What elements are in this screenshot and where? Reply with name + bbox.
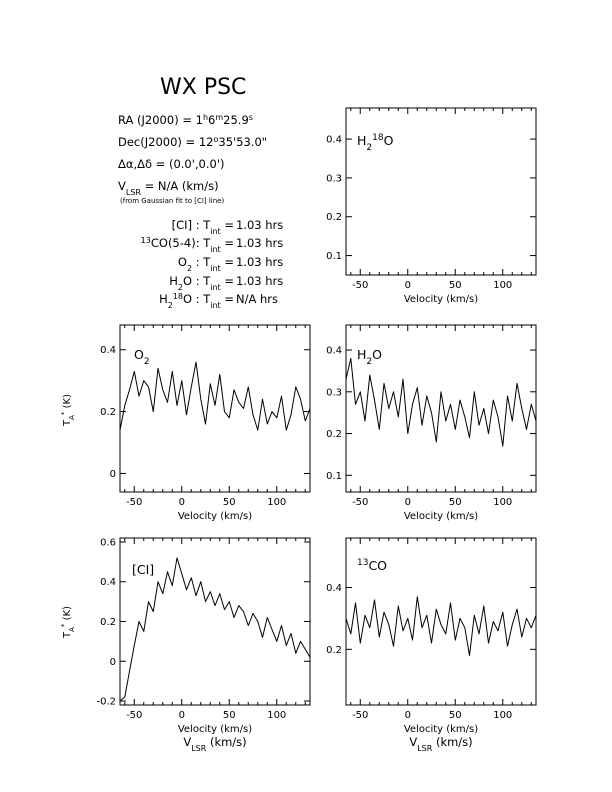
ra-line: RA (J2000) = 1h6m25.9s (118, 113, 253, 128)
x-tick-label: -50 (352, 280, 368, 291)
x-tick-label: 50 (223, 710, 236, 721)
x-tick-label: 100 (267, 497, 286, 508)
spectrum-trace-ci (119, 557, 311, 702)
y-tick-label: 0.2 (100, 407, 116, 418)
x-tick-label: 0 (179, 710, 185, 721)
int-o2-value: 1.03 hrs (236, 255, 283, 269)
x-tick-label: 0 (405, 280, 411, 291)
ylabel-bottom: TA* (K) (60, 606, 76, 639)
int-h2o-value: 1.03 hrs (236, 274, 283, 288)
y-tick-label: 0.3 (326, 387, 342, 398)
panel-h218o: H218O -50 0 50 100 0.1 0.2 0.3 0.4 (326, 107, 537, 291)
int-ci-label: [CI] : Tint = (172, 218, 234, 236)
int-h218o-label: H218O : Tint = (159, 292, 234, 310)
source-title: WX PSC (160, 75, 246, 100)
y-tick-label: 0.4 (326, 346, 342, 357)
y-tick-label: 0 (110, 469, 116, 480)
x-tick-label: 50 (449, 497, 462, 508)
int-13co-value: 1.03 hrs (236, 236, 283, 250)
panel-h218o-label: H218O (357, 133, 394, 153)
y-tick-label: 0.4 (326, 135, 342, 146)
y-tick-label: 0.4 (326, 583, 342, 594)
y-tick-label: 0.1 (326, 471, 342, 482)
y-tick-label: 0.4 (100, 345, 116, 356)
panel-13co: 13CO -50 0 50 100 0.2 0.4 (326, 537, 537, 721)
x-tick-label: 100 (493, 497, 512, 508)
y-tick-label: 0.2 (326, 212, 342, 223)
x-tick-label: -50 (126, 710, 142, 721)
xlabel-o2: Velocity (km/s) (178, 511, 252, 522)
int-h218o-value: N/A hrs (236, 292, 278, 306)
y-tick-label: 0.4 (100, 577, 116, 588)
vlsr-note: (from Gaussian fit to [CI] line) (120, 197, 224, 205)
x-tick-label: 100 (493, 710, 512, 721)
x-tick-label: 0 (405, 497, 411, 508)
y-tick-label: 0.2 (326, 645, 342, 656)
panel-h218o-frame (345, 107, 537, 276)
source-info: RA (J2000) = 1h6m25.9s Dec(J2000) = 12o3… (118, 113, 283, 310)
xlabel-h2o: Velocity (km/s) (404, 511, 478, 522)
int-13co-label: 13CO(5-4): Tint = (141, 236, 234, 254)
x-tick-label: -50 (126, 497, 142, 508)
xlabel-ci: Velocity (km/s) (178, 724, 252, 735)
int-ci-value: 1.03 hrs (236, 218, 283, 232)
vlsr-axis-right: VLSR (km/s) (409, 735, 472, 753)
y-tick-label: 0 (110, 657, 116, 668)
x-tick-label: 100 (267, 710, 286, 721)
y-tick-label: 0.1 (326, 251, 342, 262)
panel-o2-frame (119, 324, 311, 493)
offset-line: Δα,Δδ = (0.0',0.0') (118, 157, 224, 171)
spectrum-trace-13co (345, 596, 537, 656)
xlabel-13co: Velocity (km/s) (404, 724, 478, 735)
x-tick-label: -50 (352, 710, 368, 721)
spectrum-trace-h2o (345, 357, 537, 447)
y-tick-label: 0.3 (326, 173, 342, 184)
spectrum-trace-o2 (119, 361, 311, 431)
x-tick-label: 50 (223, 497, 236, 508)
xlabel-h218o: Velocity (km/s) (404, 294, 478, 305)
x-tick-label: 0 (405, 710, 411, 721)
ylabel-middle: TA* (K) (60, 394, 76, 427)
int-h2o-label: H2O : Tint = (169, 274, 234, 292)
x-tick-label: 50 (449, 280, 462, 291)
panel-13co-label: 13CO (357, 558, 387, 573)
x-tick-label: 0 (179, 497, 185, 508)
dec-line: Dec(J2000) = 12o35'53.0" (118, 135, 267, 150)
vlsr-line: VLSR = N/A (km/s) (118, 179, 219, 197)
panel-ci: [CI] -50 0 50 100 -0.2 0 0.2 0.4 0.6 (96, 537, 311, 721)
int-o2-label: O2 : Tint = (178, 255, 234, 273)
panel-h2o-label: H2O (357, 347, 382, 367)
panel-h2o: H2O -50 0 50 100 0.1 0.2 0.3 0.4 (326, 324, 537, 508)
panel-ci-label: [CI] (132, 562, 154, 577)
y-tick-label: 0.2 (326, 429, 342, 440)
panel-o2-label: O2 (134, 347, 150, 367)
y-tick-label: -0.2 (96, 697, 116, 708)
panel-h2o-frame (345, 324, 537, 493)
vlsr-axis-left: VLSR (km/s) (183, 735, 246, 753)
x-tick-label: -50 (352, 497, 368, 508)
y-tick-label: 0.6 (100, 537, 116, 548)
panel-o2: O2 -50 0 50 100 0 0.2 0.4 (100, 324, 311, 508)
y-tick-label: 0.2 (100, 617, 116, 628)
x-tick-label: 100 (493, 280, 512, 291)
panel-13co-frame (345, 537, 537, 706)
x-tick-label: 50 (449, 710, 462, 721)
